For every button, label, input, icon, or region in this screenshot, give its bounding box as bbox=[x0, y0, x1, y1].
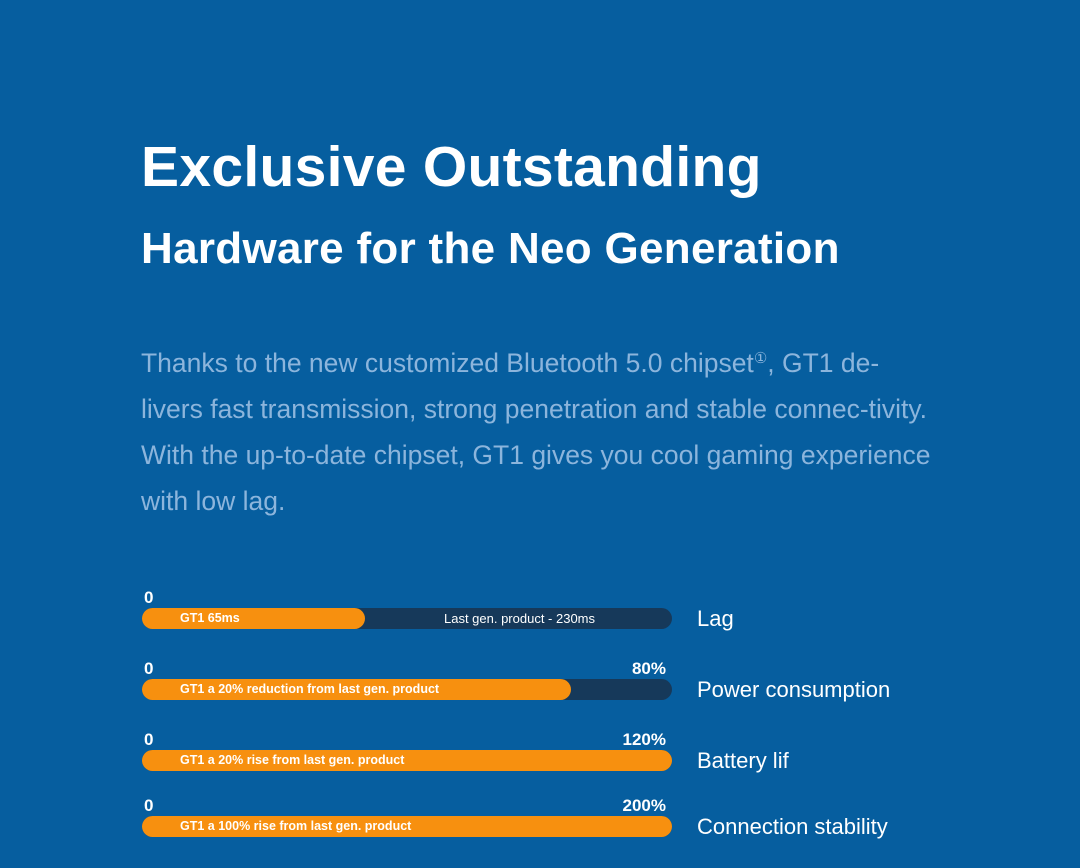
bar-fill bbox=[142, 750, 672, 771]
bar-track: Last gen. product - 230ms GT1 65ms bbox=[142, 608, 672, 629]
bar-fill bbox=[142, 679, 572, 700]
metric-label: Battery lif bbox=[697, 748, 789, 773]
metric-label: Connection stability bbox=[697, 814, 888, 839]
axis-max-label: 80% bbox=[631, 659, 666, 678]
heading-line-1: Exclusive Outstanding bbox=[141, 135, 762, 199]
axis-max-label: 120% bbox=[622, 730, 666, 749]
axis-zero-label: 0 bbox=[144, 730, 154, 749]
fill-label: GT1 a 20% reduction from last gen. produ… bbox=[180, 682, 440, 696]
bar-fill bbox=[142, 816, 672, 837]
axis-zero-label: 0 bbox=[144, 659, 154, 678]
track-label: Last gen. product - 230ms bbox=[443, 611, 596, 626]
paragraph-text: , GT1 de-livers fast transmission, stron… bbox=[141, 348, 931, 516]
bar-track: GT1 a 100% rise from last gen. product bbox=[142, 816, 672, 837]
axis-max-label: 200% bbox=[622, 796, 666, 815]
bar-track: GT1 a 20% reduction from last gen. produ… bbox=[142, 679, 672, 700]
fill-label: GT1 65ms bbox=[180, 611, 240, 625]
bar-track: GT1 a 20% rise from last gen. product bbox=[142, 750, 672, 771]
footnote-marker: ① bbox=[753, 350, 768, 367]
axis-zero-label: 0 bbox=[144, 588, 154, 607]
bar-fill bbox=[142, 608, 365, 629]
fill-label: GT1 a 100% rise from last gen. product bbox=[180, 819, 412, 833]
heading-line-2: Hardware for the Neo Generation bbox=[141, 224, 840, 273]
fill-label: GT1 a 20% rise from last gen. product bbox=[180, 753, 405, 767]
metric-label: Power consumption bbox=[697, 677, 891, 702]
description-paragraph: Thanks to the new customized Bluetooth 5… bbox=[141, 340, 941, 524]
paragraph-text: Thanks to the new customized Bluetooth 5… bbox=[141, 348, 754, 378]
axis-zero-label: 0 bbox=[144, 796, 154, 815]
metric-label: Lag bbox=[697, 606, 734, 631]
